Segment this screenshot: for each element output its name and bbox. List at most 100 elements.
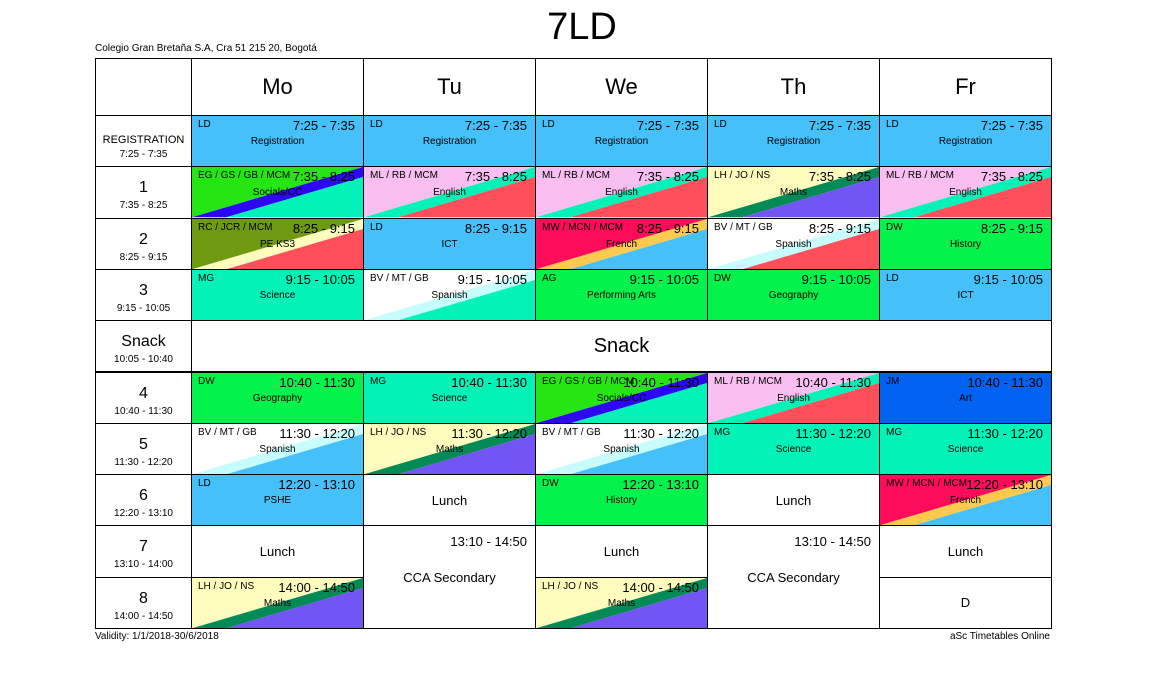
lesson-cell[interactable]: LH / JO / NS 11:30 - 12:20 Maths (363, 422, 536, 476)
lesson-cell[interactable]: LD 9:15 - 10:05 ICT (879, 268, 1052, 322)
lesson-teachers: LH / JO / NS (714, 170, 771, 182)
lesson-time: 7:35 - 8:25 (980, 169, 1043, 185)
lesson-subject: Geography (768, 289, 819, 301)
plain-cell[interactable]: Lunch (707, 474, 880, 527)
lesson-time: 10:40 - 11:30 (279, 374, 355, 390)
lesson-cell[interactable]: DW 8:25 - 9:15 History (879, 217, 1052, 270)
lesson-teachers: LD (198, 119, 211, 130)
lesson-cell[interactable]: DW 12:20 - 13:10 History (535, 474, 708, 527)
lesson-subject: Registration (250, 136, 305, 147)
lesson-subject: Science (431, 392, 468, 404)
lesson-subject: Spanish (431, 289, 468, 301)
lesson-time: 9:15 - 10:05 (457, 271, 527, 287)
period-time: 8:25 - 9:15 (119, 251, 168, 263)
period-name: 5 (139, 435, 148, 453)
lesson-cell[interactable]: BV / MT / GB 8:25 - 9:15 Spanish (707, 217, 880, 270)
lesson-time: 11:30 - 12:20 (451, 425, 527, 441)
lesson-cell[interactable]: LD 8:25 - 9:15 ICT (363, 217, 536, 270)
lesson-cell[interactable]: BV / MT / GB 11:30 - 12:20 Spanish (191, 422, 364, 476)
lesson-cell[interactable]: DW 9:15 - 10:05 Geography (707, 268, 880, 322)
lesson-subject: CCA Secondary (747, 570, 840, 586)
lesson-subject: Science (259, 289, 296, 301)
lesson-time: 7:35 - 8:25 (292, 169, 355, 185)
lesson-cell[interactable]: JM 10:40 - 11:30 Art (879, 371, 1052, 424)
lesson-cell[interactable]: EG / GS / GB / MCM 7:35 - 8:25 Socials/CC (191, 166, 364, 219)
lesson-color-background (536, 167, 707, 218)
lesson-cell[interactable]: LD 7:25 - 7:35 Registration (535, 115, 708, 168)
lesson-cell[interactable]: LH / JO / NS 14:00 - 14:50 Maths (535, 576, 708, 629)
lesson-time: 7:25 - 7:35 (808, 118, 871, 133)
lesson-cell[interactable]: ML / RB / MCM 7:35 - 8:25 English (879, 166, 1052, 219)
lesson-time: 11:30 - 12:20 (967, 425, 1043, 441)
period-name: 1 (139, 179, 148, 197)
lesson-teachers: LH / JO / NS (542, 580, 599, 592)
lesson-color-background (708, 218, 879, 269)
day-header-we: We (535, 58, 708, 116)
lesson-cell[interactable]: ML / RB / MCM 10:40 - 11:30 English (707, 371, 880, 424)
lesson-color-background (880, 167, 1051, 218)
lesson-time: 10:40 - 11:30 (967, 374, 1043, 390)
lesson-color-background (880, 423, 1051, 475)
lesson-subject: Socials/CC (596, 392, 647, 404)
lesson-subject: Socials/CC (252, 187, 303, 199)
lesson-cell[interactable]: DW 10:40 - 11:30 Geography (191, 371, 364, 424)
lesson-cell[interactable]: MG 9:15 - 10:05 Science (191, 268, 364, 322)
lesson-time: 7:25 - 7:35 (464, 118, 527, 133)
plain-cell[interactable]: D (879, 576, 1052, 629)
timetable-grid: Mo Tu We Th Fr REGISTRATION 7:25 - 7:35 1 7:35 -… (95, 58, 1052, 629)
period-header: 7 13:10 - 14:00 (95, 525, 192, 578)
day-header-mo: Mo (191, 58, 364, 116)
lesson-time: 8:25 - 9:15 (636, 220, 699, 236)
lesson-color-background (880, 269, 1051, 321)
plain-cell[interactable]: Lunch (363, 474, 536, 527)
lesson-teachers: DW (886, 221, 903, 233)
lesson-cell[interactable]: EG / GS / GB / MCM 10:40 - 11:30 Socials/C… (535, 371, 708, 424)
cca-cell[interactable]: 13:10 - 14:50 CCA Secondary (707, 525, 880, 629)
lesson-color-background (536, 372, 707, 423)
lesson-time: 7:35 - 8:25 (636, 169, 699, 185)
lesson-cell[interactable]: AG 9:15 - 10:05 Performing Arts (535, 268, 708, 322)
lesson-cell[interactable]: MG 10:40 - 11:30 Science (363, 371, 536, 424)
lesson-color-background (536, 218, 707, 269)
lesson-cell[interactable]: RC / JCR / MCM 8:25 - 9:15 PE KS3 (191, 217, 364, 270)
lesson-color-background (536, 423, 707, 475)
lesson-cell[interactable]: BV / MT / GB 11:30 - 12:20 Spanish (535, 422, 708, 476)
lesson-color-background (536, 116, 707, 167)
lesson-cell[interactable]: LD 7:25 - 7:35 Registration (363, 115, 536, 168)
lesson-cell[interactable]: LD 12:20 - 13:10 PSHE (191, 474, 364, 527)
lesson-teachers: DW (198, 375, 215, 387)
lesson-cell[interactable]: LH / JO / NS 7:35 - 8:25 Maths (707, 166, 880, 219)
period-time: 7:35 - 8:25 (119, 200, 168, 212)
period-header: 8 14:00 - 14:50 (95, 576, 192, 629)
lesson-color-background (364, 116, 535, 167)
lesson-cell[interactable]: MW / MCN / MCM 8:25 - 9:15 French (535, 217, 708, 270)
cca-cell[interactable]: 13:10 - 14:50 CCA Secondary (363, 525, 536, 629)
lesson-teachers: BV / MT / GB (370, 272, 429, 284)
lesson-teachers: LD (198, 478, 211, 490)
lesson-cell[interactable]: MG 11:30 - 12:20 Science (879, 422, 1052, 476)
lesson-cell[interactable]: MW / MCN / MCM 12:20 - 13:10 French (879, 474, 1052, 527)
day-header-fr: Fr (879, 58, 1052, 116)
plain-cell[interactable]: Lunch (879, 525, 1052, 578)
lesson-cell[interactable]: LH / JO / NS 14:00 - 14:50 Maths (191, 576, 364, 629)
lesson-time: 10:40 - 11:30 (795, 374, 871, 390)
lesson-teachers: BV / MT / GB (198, 426, 257, 438)
plain-cell[interactable]: Lunch (191, 525, 364, 578)
period-header: Snack 10:05 - 10:40 (95, 320, 192, 373)
lesson-cell[interactable]: LD 7:25 - 7:35 Registration (879, 115, 1052, 168)
lesson-teachers: LD (886, 272, 899, 284)
lesson-time: 11:30 - 12:20 (279, 425, 355, 441)
lesson-cell[interactable]: ML / RB / MCM 7:35 - 8:25 English (535, 166, 708, 219)
plain-cell[interactable]: Lunch (535, 525, 708, 578)
lesson-subject: CCA Secondary (403, 570, 496, 586)
lesson-teachers: RC / JCR / MCM (198, 221, 273, 233)
lesson-time: 12:20 - 13:10 (278, 477, 355, 493)
lesson-cell[interactable]: LD 7:25 - 7:35 Registration (707, 115, 880, 168)
lesson-subject: Registration (938, 136, 993, 147)
lesson-cell[interactable]: BV / MT / GB 9:15 - 10:05 Spanish (363, 268, 536, 322)
lesson-cell[interactable]: MG 11:30 - 12:20 Science (707, 422, 880, 476)
lesson-cell[interactable]: LD 7:25 - 7:35 Registration (191, 115, 364, 168)
lesson-subject: PE KS3 (259, 238, 296, 250)
day-header-tu: Tu (363, 58, 536, 116)
lesson-cell[interactable]: ML / RB / MCM 7:35 - 8:25 English (363, 166, 536, 219)
